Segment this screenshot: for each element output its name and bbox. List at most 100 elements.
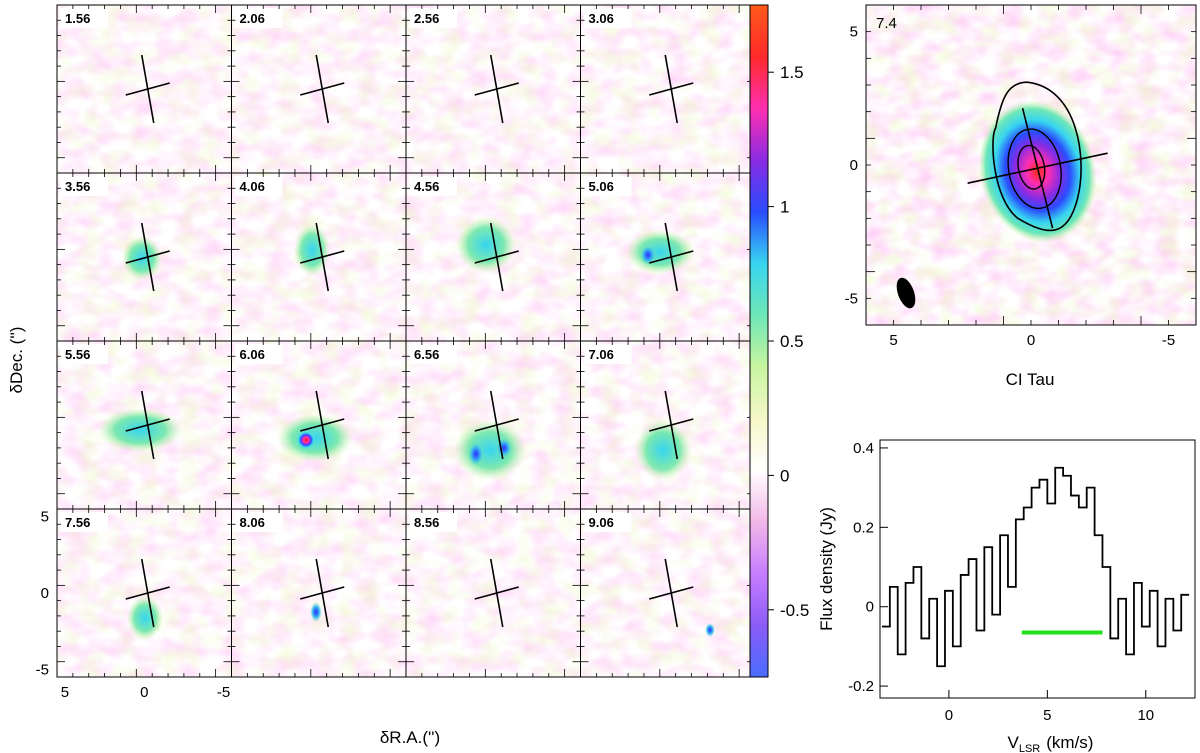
noise-yellow <box>57 5 232 173</box>
disk-minor-axis <box>300 250 345 264</box>
y-tick-label: -5 <box>36 661 49 678</box>
channel-label: 3.56 <box>65 179 90 194</box>
colorbar-tick-label: 1 <box>780 198 789 217</box>
channel-map-ylabel: δDec. ('') <box>7 327 26 394</box>
channel-panel-1-56: 1.56 <box>56 4 232 174</box>
contour-outer <box>992 81 1082 232</box>
channel-label: 6.06 <box>240 347 265 362</box>
moment-map-source-label: CI Tau <box>1006 370 1055 389</box>
disk-minor-axis <box>474 82 519 96</box>
emission-blob <box>640 245 656 265</box>
spectrum-ylabel: Flux density (Jy) <box>817 507 836 631</box>
spectrum-x-tick-label: 5 <box>1043 707 1051 724</box>
channel-label: 5.06 <box>589 179 614 194</box>
moment-y-tick-label: 5 <box>850 24 858 41</box>
channel-label-box <box>583 512 632 532</box>
channel-panel-4-06: 4.06 <box>231 172 407 342</box>
disk-minor-axis <box>300 418 345 432</box>
noise-yellow <box>580 5 755 173</box>
channel-label: 5.56 <box>65 347 90 362</box>
spectrum-series-line <box>881 466 1190 668</box>
disk-minor-axis <box>125 250 170 264</box>
channel-label-box <box>234 344 283 364</box>
channel-label-box <box>60 344 108 364</box>
spectrum-x-tick-label: 10 <box>1137 707 1154 724</box>
disk-minor-axis <box>649 250 694 264</box>
y-tick-label: 5 <box>41 509 49 526</box>
channel-panel-8-56: 8.56 <box>405 508 581 678</box>
colorbar-tick-label: 0.5 <box>780 332 804 351</box>
channel-panel-9-06: 9.06 <box>580 508 756 678</box>
spectrum-x-tick-label: 0 <box>945 707 953 724</box>
spectrum-y-tick-label: 0.4 <box>853 440 874 457</box>
beam-ellipse <box>896 277 916 309</box>
spectrum-y-tick-label: 0 <box>866 599 874 616</box>
channel-panel-5-06: 5.06 <box>580 172 756 342</box>
channel-panel-2-56: 2.56 <box>405 4 581 174</box>
noise-yellow <box>406 509 581 677</box>
channel-label-box <box>234 8 283 28</box>
moment-x-tick-label: 0 <box>1027 332 1035 349</box>
emission-blob <box>705 623 715 637</box>
noise-yellow <box>231 5 406 173</box>
channel-label-box <box>583 8 632 28</box>
moment-y-tick-label: 0 <box>850 157 858 174</box>
disk-minor-axis <box>649 586 694 600</box>
channel-map-axes: 5 0 -5 5 0 -5 <box>36 509 231 701</box>
channel-label: 3.06 <box>589 11 614 26</box>
noise-yellow <box>406 5 581 173</box>
colorbar: 1.5 1 0.5 0 -0.5 <box>749 4 809 678</box>
x-tick-label: -5 <box>217 684 230 701</box>
emission-blob <box>98 408 182 452</box>
spectrum-xlabel: VLSR (km/s) <box>1008 733 1094 753</box>
disk-minor-axis <box>649 82 694 96</box>
channel-label-box <box>234 176 283 196</box>
channel-panel-3-06: 3.06 <box>580 4 756 174</box>
channel-label: 6.56 <box>414 347 439 362</box>
spectrum-y-tick-label: -0.2 <box>848 678 874 695</box>
contour-inner <box>1017 144 1046 190</box>
colorbar-tick-label: 1.5 <box>780 63 804 82</box>
disk-minor-axis <box>649 418 694 432</box>
moment-map: 7.4 5 0 -5 5 0 -5 <box>845 4 1197 349</box>
colorbar-tick-label: 0 <box>780 466 789 485</box>
channel-label: 1.56 <box>65 11 90 26</box>
colorbar-scale <box>749 4 769 678</box>
channel-label: 4.06 <box>240 179 265 194</box>
disk-minor-axis <box>125 418 170 432</box>
emission-blob <box>456 217 516 273</box>
channel-panel-4-56: 4.56 <box>405 172 581 342</box>
spectrum-xlabel-subscript: LSR <box>1019 743 1040 753</box>
channel-map-grid: 1.56 2.06 2.56 3.06 3.56 4.06 4.56 5.06 5.56 6.06… <box>56 4 756 678</box>
channel-label: 2.06 <box>240 11 265 26</box>
disk-minor-axis <box>125 586 170 600</box>
channel-label-box <box>583 176 632 196</box>
channel-label-box <box>583 344 632 364</box>
disk-minor-axis <box>300 586 345 600</box>
disk-minor-axis <box>125 82 170 96</box>
channel-label-box <box>409 176 457 196</box>
channel-label: 8.56 <box>414 515 439 530</box>
spectrum-xlabel-unit: (km/s) <box>1046 733 1093 752</box>
channel-label-box <box>234 512 283 532</box>
channel-label: 4.56 <box>414 179 439 194</box>
emission-blob <box>127 596 163 640</box>
moment-x-tick-label: 5 <box>889 332 897 349</box>
channel-panel-6-56: 6.56 <box>405 340 581 510</box>
spectrum-frame <box>879 439 1196 699</box>
x-tick-label: 5 <box>61 684 69 701</box>
emission-blob <box>310 602 322 622</box>
colorbar-tick-label: -0.5 <box>780 601 809 620</box>
disk-minor-axis <box>474 418 519 432</box>
channel-label-box <box>60 512 108 532</box>
channel-label: 7.56 <box>65 515 90 530</box>
disk-minor-axis <box>474 250 519 264</box>
channel-label: 8.06 <box>240 515 265 530</box>
channel-panel-2-06: 2.06 <box>231 4 407 174</box>
y-tick-label: 0 <box>41 585 49 602</box>
noise-yellow <box>57 509 232 677</box>
channel-label: 2.56 <box>414 11 439 26</box>
disk-minor-axis <box>300 82 345 96</box>
